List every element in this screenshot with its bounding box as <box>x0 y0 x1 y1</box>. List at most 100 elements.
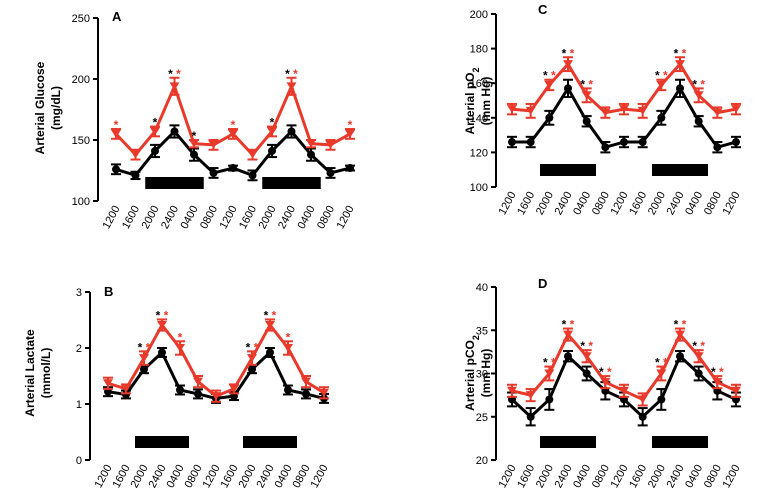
panel-d-y-tick-label: 40 <box>476 282 488 294</box>
panel-d-treated-point <box>731 386 741 395</box>
panel-b-significance-star: * <box>272 308 277 322</box>
panel-d-significance-star: * <box>588 339 593 353</box>
panel-d-significance-star: * <box>607 365 612 379</box>
panel-a-x-tick-label: 1200 <box>101 204 123 231</box>
panel-c-significance-star: * <box>580 77 585 91</box>
panel-a-significance-star: * <box>176 67 181 81</box>
panel-a-y-tick-label: 250 <box>72 13 90 25</box>
panel-d-significance-star: * <box>700 339 705 353</box>
panel-c-y-title-units: (mm Hg) <box>479 77 493 126</box>
panel-d-dark-period-bar <box>540 436 596 448</box>
panel-b-treated-point <box>103 379 113 388</box>
panel-b-y-tick-label: 1 <box>76 399 82 411</box>
panel-c-dark-period-bar <box>540 164 596 176</box>
panel-b-significance-star: * <box>138 340 143 354</box>
panel-d-treated-point <box>675 330 685 339</box>
panel-b-significance-star: * <box>164 308 169 322</box>
panel-b: B Arterial Lactate (mmol/L) 012312001600… <box>23 284 331 490</box>
panel-c-control-point <box>657 113 666 122</box>
panel-d-control-point <box>564 352 572 361</box>
panel-a-control-point <box>131 171 140 180</box>
panel-c-significance-star: * <box>543 69 548 83</box>
panel-d-plot: 2025303540120016002000240004000800120016… <box>476 282 743 490</box>
panel-a-x-tick-label: 1600 <box>237 204 259 231</box>
panel-a-y-tick-label: 100 <box>72 196 90 208</box>
panel-a-treated-point <box>111 129 121 138</box>
panel-a-control-point <box>307 150 315 159</box>
panel-d-treated-point <box>544 369 555 378</box>
panel-b-y-title: Arterial Lactate (mmol/L) <box>23 329 53 417</box>
panel-b-significance-star: * <box>264 308 269 322</box>
panel-b-treated-point <box>157 321 167 330</box>
panel-a-treated-point <box>247 150 258 159</box>
panel-d-x-tick-label: 0800 <box>702 463 724 490</box>
panel-c-y-tick-label: 160 <box>470 78 488 90</box>
panel-a-y-tick-label: 150 <box>72 135 90 147</box>
panel-b-letter: B <box>104 284 113 299</box>
panel-d-significance-star: * <box>663 356 668 370</box>
panel-c-treated-point <box>544 80 555 89</box>
panel-a-x-tick-label: 1600 <box>120 204 142 231</box>
panel-c-x-tick-label: 1600 <box>627 190 649 217</box>
panel-b-y-tick-label: 0 <box>76 455 82 467</box>
panel-d-x-tick-label: 1200 <box>497 463 519 490</box>
panel-c-treated-point <box>637 106 648 115</box>
panel-d-x-tick-label: 1200 <box>609 463 631 490</box>
panel-c-significance-star: * <box>682 46 687 60</box>
panel-a-significance-star: * <box>348 118 353 132</box>
panel-b-treated-point <box>175 344 185 352</box>
panel-b-dark-period-bar <box>135 436 189 448</box>
panel-b-x-tick-label: 2000 <box>237 463 259 490</box>
panel-d-y-tick-label: 35 <box>476 325 488 337</box>
svg-text:Arterial pCO2: Arterial pCO2 <box>463 335 481 411</box>
panel-c-treated-point <box>675 60 685 69</box>
panel-a-significance-star: * <box>293 67 298 81</box>
panel-b-treated-point <box>193 377 203 386</box>
panel-a-treated-point <box>208 140 219 149</box>
panel-d-treated-point <box>656 369 667 378</box>
panel-b-treated-point <box>121 384 131 393</box>
panel-c-x-tick-label: 2000 <box>534 190 556 217</box>
panel-c-control-point <box>638 138 647 147</box>
panel-b-control-point <box>176 386 184 394</box>
panel-c-control-point <box>545 113 554 122</box>
panel-d-letter: D <box>538 276 547 291</box>
panel-b-x-tick-label: 1200 <box>201 463 223 490</box>
panel-c-x-tick-label: 1200 <box>609 190 631 217</box>
panel-b-x-tick-label: 1600 <box>111 463 133 490</box>
panel-b-x-tick-label: 0800 <box>291 463 313 490</box>
panel-b-control-point <box>302 389 310 398</box>
panel-b-treated-point <box>139 354 149 363</box>
panel-d-x-tick-label: 2000 <box>534 463 556 490</box>
panel-d-significance-star: * <box>682 318 687 332</box>
panel-a-treated-point <box>228 129 238 138</box>
panel-c-control-point <box>508 138 516 147</box>
panel-a-control-point <box>287 127 296 136</box>
panel-c-x-tick-label: 2400 <box>553 190 575 217</box>
panel-b-treated-point <box>301 377 311 386</box>
panel-c-y-title: Arterial pO2 (mm Hg) <box>463 67 493 134</box>
panel-b-treated-point <box>319 388 329 397</box>
panel-c-x-tick-label: 1600 <box>515 190 537 217</box>
panel-b-plot: 0123120016002000240004000800120016002000… <box>76 287 331 490</box>
panel-c-significance-star: * <box>655 69 660 83</box>
panel-b-control-point <box>194 389 202 398</box>
panel-a-significance-star: * <box>231 118 236 132</box>
panel-d-y-tick-label: 25 <box>476 412 488 424</box>
panel-d-significance-star: * <box>551 356 556 370</box>
panel-d: D Arterial pCO2 (mm Hg) 2025303540120016… <box>463 276 743 490</box>
panel-a-x-tick-label: 0400 <box>296 204 318 231</box>
panel-a-treated-point <box>150 127 160 136</box>
panel-b-control-point <box>284 386 292 394</box>
panel-a-y-title-main: Arterial Glucose <box>33 61 47 154</box>
panel-d-treated-point <box>507 386 517 395</box>
panel-a-control-point <box>209 168 218 177</box>
panel-b-y-tick-label: 3 <box>76 287 82 299</box>
panel-a-control-point <box>190 150 198 159</box>
panel-d-treated-point <box>525 391 536 400</box>
panel-c-treated-point <box>656 80 667 89</box>
panel-c-y-tick-label: 200 <box>470 9 488 21</box>
panel-b-x-tick-label: 2400 <box>147 463 169 490</box>
panel-c-x-tick-label: 0400 <box>683 190 705 217</box>
